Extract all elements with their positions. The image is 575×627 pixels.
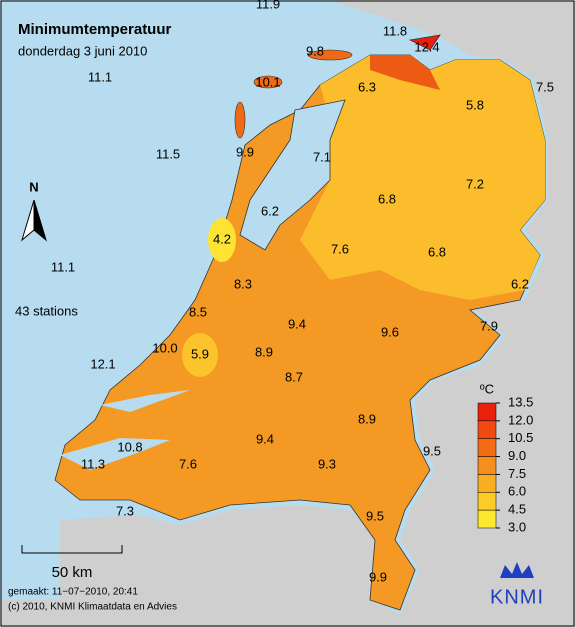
logo-crown — [500, 562, 534, 578]
station-value: 12.4 — [414, 39, 439, 54]
station-value: 8.9 — [255, 344, 273, 359]
north-label: N — [29, 179, 38, 194]
cool-spot — [208, 218, 236, 262]
stations-count: 43 stations — [15, 303, 78, 318]
island — [253, 75, 283, 89]
station-value: 9.9 — [236, 144, 254, 159]
station-value: 8.7 — [285, 369, 303, 384]
legend-swatch — [477, 474, 497, 493]
made-note: gemaakt: 11−07−2010, 20:41 — [8, 587, 138, 598]
station-value: 12.1 — [90, 356, 115, 371]
warm-north-region — [300, 55, 545, 300]
station-value: 9.4 — [256, 431, 274, 446]
legend-unit: ºC — [480, 381, 494, 396]
logo: KNMI — [490, 586, 544, 608]
scale-label: 50 km — [52, 564, 93, 581]
subtitle: donderdag 3 juni 2010 — [18, 43, 147, 58]
legend-label: 3.0 — [508, 519, 526, 534]
station-value: 9.5 — [366, 508, 384, 523]
legend-swatch — [477, 438, 497, 457]
station-value: 7.9 — [480, 318, 498, 333]
station-value: 8.9 — [358, 411, 376, 426]
legend-label: 7.5 — [508, 466, 526, 481]
north-arrow — [33, 199, 47, 242]
island — [234, 101, 246, 139]
station-value: 10.0 — [152, 340, 177, 355]
station-value: 8.5 — [189, 304, 207, 319]
title: Minimumtemperatuur — [18, 21, 172, 38]
station-value: 7.6 — [331, 241, 349, 256]
legend-label: 10.5 — [508, 430, 533, 445]
legend-label: 12.0 — [508, 412, 533, 427]
station-value: 6.8 — [378, 191, 396, 206]
legend-swatch — [477, 456, 497, 475]
station-value: 9.6 — [381, 324, 399, 339]
station-value: 4.2 — [213, 231, 231, 246]
station-value: 6.2 — [261, 203, 279, 218]
station-value: 9.5 — [423, 443, 441, 458]
station-value: 7.6 — [179, 456, 197, 471]
station-value: 11.9 — [256, 0, 280, 11]
station-value: 9.9 — [369, 569, 387, 584]
ijsselmeer — [239, 99, 346, 251]
estuary — [60, 438, 170, 470]
station-value: 9.8 — [306, 43, 324, 58]
scale-bar — [21, 545, 123, 554]
hot-region — [370, 55, 440, 90]
station-value: 11.1 — [88, 69, 112, 84]
station-value: 6.2 — [511, 276, 529, 291]
legend-swatch — [477, 492, 497, 511]
island — [307, 49, 353, 61]
legend-label: 6.0 — [508, 484, 526, 499]
legend-label: 4.5 — [508, 502, 526, 517]
station-value: 5.8 — [466, 97, 484, 112]
station-value: 7.2 — [466, 176, 484, 191]
station-value: 9.3 — [318, 456, 336, 471]
station-value: 7.5 — [536, 79, 554, 94]
station-value: 11.5 — [156, 146, 180, 161]
station-value: 6.3 — [358, 79, 376, 94]
station-value: 8.3 — [234, 276, 252, 291]
legend-label: 13.5 — [508, 394, 533, 409]
station-value: 10.1 — [255, 74, 280, 89]
legend-label: 9.0 — [508, 448, 526, 463]
station-value: 11.1 — [51, 259, 75, 274]
estuary — [100, 390, 190, 412]
station-value: 6.8 — [428, 244, 446, 259]
legend-swatch — [477, 509, 497, 529]
island — [408, 34, 441, 51]
legend-swatch — [477, 402, 497, 422]
cool-spot — [182, 333, 218, 377]
station-value: 10.8 — [117, 439, 142, 454]
legend-swatch — [477, 420, 497, 439]
station-value: 9.4 — [288, 316, 306, 331]
station-value: 11.3 — [81, 456, 105, 471]
copyright: (c) 2010, KNMI Klimaatdata en Advies — [8, 602, 177, 613]
station-value: 7.3 — [116, 503, 134, 518]
station-value: 7.1 — [313, 149, 331, 164]
station-value: 11.8 — [383, 23, 407, 38]
station-value: 5.9 — [191, 346, 209, 361]
